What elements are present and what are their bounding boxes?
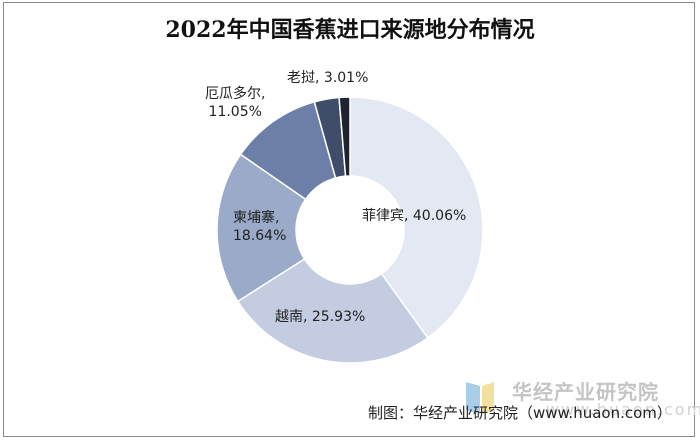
pie-slice-0 [349, 96, 484, 339]
chart-credit: 制图：华经产业研究院（www.huaon.com） [368, 404, 672, 422]
chart-title: 2022年中国香蕉进口来源地分布情况 [165, 17, 535, 43]
watermark-text: 华经产业研究院 [512, 380, 659, 404]
chart-frame [3, 2, 695, 437]
pie-slice-5 [338, 96, 351, 177]
pie-slice-2 [216, 153, 307, 303]
label-cambodia: 柬埔寨, 18.64% [233, 209, 286, 245]
watermark-url: www.huaon.com [546, 400, 700, 419]
label-vietnam: 越南, 25.93% [275, 309, 366, 325]
label-ecuador: 厄瓜多尔, 11.05% [205, 85, 265, 121]
pie-slice-1 [236, 257, 429, 364]
label-cambodia-value: 18.64% [233, 228, 287, 244]
label-cambodia-name: 柬埔寨, [233, 210, 280, 226]
label-ecuador-value: 11.05% [208, 104, 262, 120]
label-ecuador-name: 厄瓜多尔, [205, 86, 266, 102]
watermark: 华经产业研究院 www.huaon.com [462, 372, 700, 424]
label-laos: 老挝, 3.01% [287, 70, 369, 86]
label-philippines: 菲律宾, 40.06% [362, 208, 467, 224]
watermark-logo-icon [466, 382, 494, 414]
